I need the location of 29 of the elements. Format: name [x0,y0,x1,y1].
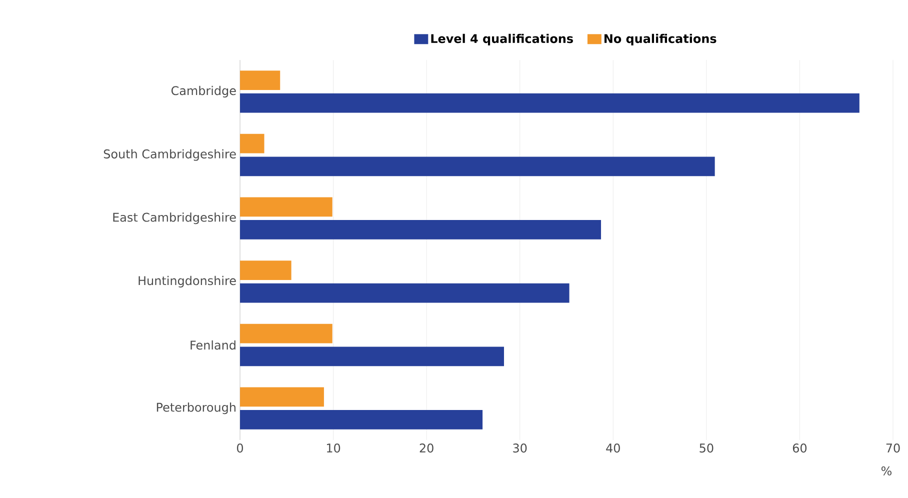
x-tick-label: 50 [700,444,714,453]
bar [240,197,332,217]
x-tick-label: 40 [606,444,620,453]
y-tick-label: Cambridge [171,86,236,98]
bar [240,134,264,154]
bar [240,387,324,407]
bar [240,156,715,176]
x-tick-label: 60 [792,444,807,453]
y-tick-label: Fenland [190,340,236,350]
bar [240,346,504,366]
y-tick-label: South Cambridgeshire [104,149,236,161]
x-tick-label: 10 [326,444,340,453]
x-tick-label: 20 [420,444,434,453]
x-tick-label: 0 [236,444,244,453]
bar [240,93,860,113]
legend-label: Level 4 qualifications [431,34,573,46]
bar [240,220,602,240]
y-tick-label: East Cambridgeshire [113,212,236,224]
y-tick-label: Peterborough [156,402,236,414]
bar [240,70,280,90]
bar [240,260,292,280]
bar [240,410,483,430]
bar [240,283,570,303]
x-tick-label: 70 [886,444,900,453]
y-tick-label: Huntingdonshire [138,276,236,288]
legend-label: No qualifications [604,34,716,46]
x-tick-label: 30 [513,444,527,453]
bar [240,324,332,344]
x-axis-title: % [881,466,892,476]
